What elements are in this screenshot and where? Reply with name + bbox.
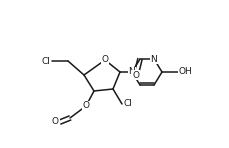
Text: O: O — [52, 118, 59, 127]
Text: OH: OH — [178, 67, 192, 77]
Text: N: N — [128, 67, 135, 77]
Text: Cl: Cl — [123, 99, 132, 108]
Text: Cl: Cl — [41, 57, 50, 66]
Text: N: N — [150, 54, 157, 63]
Text: O: O — [101, 56, 108, 65]
Text: O: O — [132, 70, 139, 79]
Text: O: O — [82, 102, 89, 111]
